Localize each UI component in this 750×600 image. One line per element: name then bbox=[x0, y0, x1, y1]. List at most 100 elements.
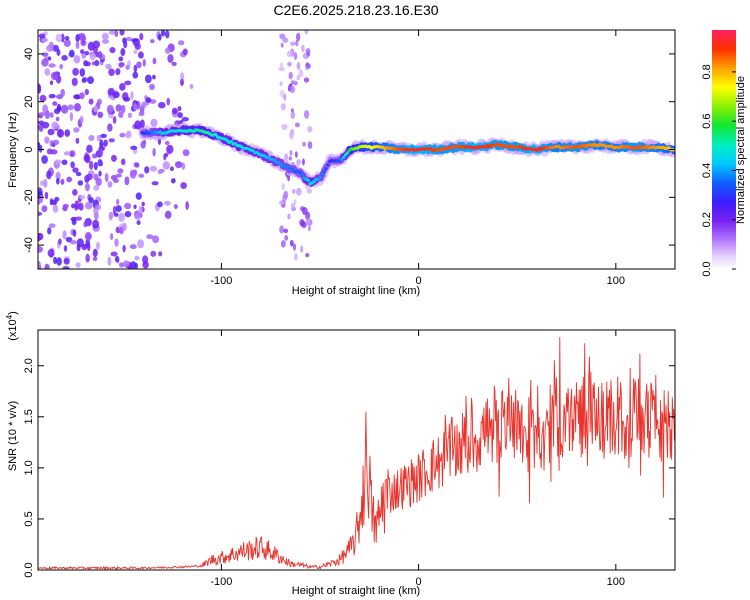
noise-blob bbox=[301, 44, 305, 53]
noise-blob bbox=[290, 111, 296, 119]
noise-blob bbox=[150, 39, 155, 44]
noise-blob bbox=[305, 218, 311, 225]
noise-blob bbox=[96, 51, 103, 59]
noise-blob bbox=[48, 63, 56, 68]
noise-blob bbox=[93, 211, 99, 220]
noise-blob bbox=[74, 200, 80, 210]
ridge-core bbox=[290, 167, 295, 171]
snr-marks bbox=[38, 337, 675, 570]
noise-blob bbox=[63, 39, 71, 48]
noise-blob bbox=[105, 63, 112, 70]
x-tick-label: -100 bbox=[210, 576, 232, 588]
spectrogram-x-ticks: -100 0 100 bbox=[210, 30, 625, 287]
noise-blob bbox=[294, 151, 298, 158]
noise-blob bbox=[291, 188, 296, 194]
noise-blob bbox=[170, 178, 176, 184]
colorbar-ticks: 0.0 0.2 0.4 0.6 0.8 bbox=[701, 64, 736, 277]
noise-blob bbox=[150, 118, 158, 128]
noise-blob bbox=[303, 110, 310, 119]
noise-blob bbox=[70, 161, 75, 169]
noise-blob bbox=[164, 210, 172, 219]
noise-blob bbox=[149, 83, 155, 91]
noise-blob bbox=[289, 131, 294, 140]
noise-blob bbox=[189, 83, 194, 90]
noise-blob bbox=[118, 111, 124, 119]
noise-blob bbox=[55, 171, 61, 181]
noise-blob bbox=[79, 68, 86, 77]
noise-blob bbox=[53, 256, 58, 265]
x-tick-label: 100 bbox=[607, 275, 625, 287]
noise-blob bbox=[291, 80, 295, 85]
noise-blob bbox=[50, 71, 59, 81]
noise-blob bbox=[177, 106, 182, 112]
spectrogram-panel: -100 0 100 -40 -20 0 20 40 Height of straight … bbox=[7, 29, 676, 297]
noise-blob bbox=[47, 56, 52, 61]
noise-blob bbox=[137, 239, 145, 249]
noise-blob bbox=[288, 156, 293, 161]
ridge-core bbox=[213, 132, 218, 137]
noise-blob bbox=[52, 139, 60, 146]
noise-blob bbox=[164, 140, 170, 146]
noise-blob bbox=[157, 101, 166, 109]
noise-blob bbox=[64, 129, 71, 137]
noise-blob bbox=[180, 182, 187, 190]
noise-blob bbox=[141, 201, 145, 207]
noise-blob bbox=[120, 104, 126, 114]
noise-blob bbox=[87, 76, 95, 84]
noise-blob bbox=[289, 239, 294, 247]
noise-blob bbox=[120, 158, 126, 166]
noise-blob bbox=[38, 120, 45, 125]
noise-blob bbox=[81, 77, 87, 83]
noise-blob bbox=[84, 61, 91, 67]
noise-blob bbox=[112, 116, 117, 124]
noise-blob bbox=[122, 222, 127, 232]
noise-blob bbox=[69, 150, 76, 158]
noise-blob bbox=[294, 253, 298, 261]
ridge-core bbox=[318, 176, 322, 180]
spectrogram-x-axis-title: Height of straight line (km) bbox=[292, 285, 420, 297]
noise-blob bbox=[152, 74, 156, 80]
noise-blob bbox=[160, 30, 166, 37]
colorbar-tick-label: 0.4 bbox=[701, 163, 713, 178]
x-tick-label: -100 bbox=[210, 275, 232, 287]
noise-blob bbox=[38, 232, 42, 242]
noise-blob bbox=[182, 149, 190, 157]
noise-blob bbox=[171, 107, 178, 115]
noise-blob bbox=[169, 166, 174, 172]
noise-blob bbox=[185, 201, 189, 210]
noise-blob bbox=[92, 256, 98, 261]
noise-blob bbox=[44, 68, 51, 76]
noise-blob bbox=[140, 141, 146, 149]
noise-blob bbox=[293, 52, 298, 61]
noise-blob bbox=[117, 212, 125, 222]
noise-blob bbox=[89, 52, 96, 61]
noise-blob bbox=[114, 255, 120, 263]
noise-blob bbox=[92, 219, 100, 229]
noise-blob bbox=[86, 144, 93, 153]
colorbar-tick-label: 0.6 bbox=[701, 114, 713, 129]
ridge-core bbox=[312, 180, 316, 184]
noise-blob bbox=[110, 232, 114, 241]
noise-blob bbox=[306, 52, 311, 57]
noise-blob bbox=[280, 103, 286, 111]
noise-blob bbox=[38, 83, 41, 91]
noise-blob bbox=[84, 88, 89, 96]
noise-blob bbox=[124, 210, 132, 218]
noise-blob bbox=[62, 230, 67, 240]
noise-blob bbox=[61, 159, 68, 166]
spectrogram-y-axis-title: Frequency (Hz) bbox=[7, 112, 19, 188]
noise-blob bbox=[120, 48, 126, 57]
noise-blob bbox=[84, 51, 90, 56]
noise-blob bbox=[140, 119, 145, 129]
snr-frame bbox=[37, 329, 676, 571]
noise-blob bbox=[157, 201, 163, 208]
noise-blob bbox=[173, 204, 178, 210]
y-tick-label: -20 bbox=[23, 189, 35, 205]
noise-blob bbox=[287, 213, 291, 220]
noise-blob bbox=[146, 234, 154, 240]
noise-blob bbox=[307, 125, 313, 133]
noise-blob bbox=[284, 153, 289, 161]
noise-blob bbox=[114, 30, 119, 38]
noise-blob bbox=[86, 173, 93, 181]
